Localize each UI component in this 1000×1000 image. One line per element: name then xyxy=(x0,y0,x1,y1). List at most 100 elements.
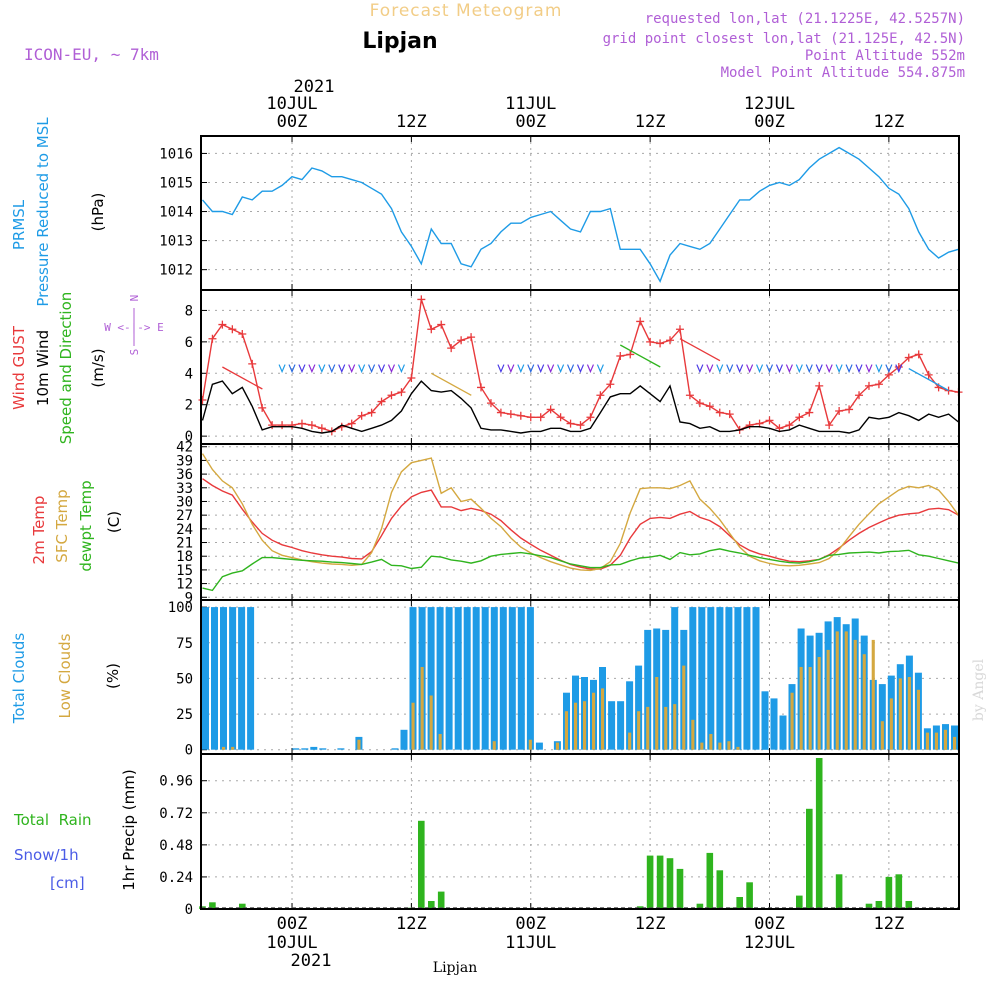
panel-frame xyxy=(200,753,960,910)
gust-marker xyxy=(825,421,834,430)
top-hour-label: 12Z xyxy=(874,112,905,132)
y-tick-label: 6 xyxy=(185,335,193,351)
rain-bar xyxy=(636,906,644,909)
rain-bar xyxy=(696,903,704,909)
low-cloud-bar xyxy=(592,692,596,750)
low-cloud-bar xyxy=(727,741,731,750)
low-cloud-bar xyxy=(718,742,722,750)
rain-bar xyxy=(736,897,743,909)
total-cloud-bar xyxy=(878,684,886,750)
y-tick-label: 0.24 xyxy=(159,870,193,886)
gust-marker xyxy=(835,407,844,415)
total-cloud-bar xyxy=(752,607,760,750)
gust-marker xyxy=(695,399,704,408)
low-cloud-bar xyxy=(438,734,442,750)
low-cloud-bar xyxy=(673,704,677,750)
total-rain-label: Total Rain xyxy=(13,811,92,829)
total-cloud-bar xyxy=(671,607,679,750)
low-cloud-bar xyxy=(907,677,911,750)
snow-unit-label: [cm] xyxy=(50,874,85,892)
total-cloud-bar xyxy=(734,607,742,750)
low-cloud-bar xyxy=(817,657,821,750)
pressure-panel: 1012 1013 1014 1015 1016 xyxy=(159,135,960,291)
rain-bar xyxy=(875,901,883,909)
gust-marker xyxy=(297,419,306,428)
gust-marker xyxy=(397,388,406,397)
low-cloud-bar xyxy=(682,665,686,750)
y-tick-label: 8 xyxy=(185,303,193,319)
low-cloud-bar xyxy=(492,741,496,750)
low-cloud-bar xyxy=(934,732,938,750)
low-cloud-bar xyxy=(564,711,568,750)
gust-marker xyxy=(546,405,555,414)
rain-bar xyxy=(895,874,903,909)
low-cloud-bar xyxy=(943,729,947,750)
location-title: Lipjan xyxy=(362,29,437,54)
total-cloud-bar xyxy=(689,607,697,750)
wind-direction-arrow xyxy=(278,364,286,374)
prmsl-label: PRMSL xyxy=(10,199,28,250)
wind-direction-arrow xyxy=(726,364,734,374)
gust-marker xyxy=(268,421,277,430)
bottom-hour-label: 00Z xyxy=(277,914,308,934)
total-cloud-bar xyxy=(499,607,507,750)
gust-marker xyxy=(556,413,565,422)
bottom-hour-label: 12Z xyxy=(396,914,427,934)
gust-marker xyxy=(288,421,297,430)
gust-marker xyxy=(705,402,714,411)
top-date-label: 12JUL xyxy=(744,94,795,114)
rain-bar xyxy=(746,882,753,909)
low-cloud-bar xyxy=(664,706,668,750)
gust-marker xyxy=(715,408,724,417)
rain-bar xyxy=(656,855,664,909)
wind-10m-label: 10m Wind xyxy=(34,330,52,406)
gust-marker xyxy=(516,411,525,420)
rain-bar xyxy=(666,858,674,909)
top-hour-label: 00Z xyxy=(515,112,546,132)
wind-direction-arrow xyxy=(298,364,306,374)
low-cloud-bar xyxy=(528,739,532,750)
rain-bar xyxy=(806,808,813,909)
total-cloud-bar xyxy=(409,607,417,750)
compass-n-label: N xyxy=(128,295,141,302)
gust-marker xyxy=(218,320,227,329)
rain-bar xyxy=(716,870,724,910)
y-tick-label: 1016 xyxy=(159,146,193,162)
bottom-hour-label: 12Z xyxy=(635,914,666,934)
total-cloud-bar xyxy=(292,748,300,750)
total-cloud-bar xyxy=(644,629,652,750)
wind-direction-arrow xyxy=(736,364,744,374)
total-cloud-bar xyxy=(238,607,246,750)
total-cloud-bar xyxy=(698,607,706,750)
snow-label: Snow/1h xyxy=(14,846,79,864)
rain-bar xyxy=(885,876,893,909)
gust-marker xyxy=(874,380,883,389)
gust-marker xyxy=(467,333,476,342)
y-tick-label: 1014 xyxy=(159,205,193,221)
wind-direction-arrow xyxy=(358,364,366,374)
gust-marker xyxy=(904,353,913,362)
gust-marker xyxy=(377,397,386,406)
total-cloud-bar xyxy=(517,607,525,750)
low-cloud-bar xyxy=(691,719,695,750)
low-cloud-bar xyxy=(844,631,848,750)
rain-bar xyxy=(209,902,216,909)
low-cloud-bar xyxy=(808,667,812,750)
panel-frame xyxy=(200,289,960,445)
total-cloud-bar xyxy=(707,607,715,750)
gust-marker xyxy=(506,410,515,419)
total-cloud-bar xyxy=(608,701,616,750)
y-tick-label: 9 xyxy=(185,590,193,606)
total-cloud-bar xyxy=(463,607,471,750)
y-tick-label: 1015 xyxy=(159,175,193,191)
gust-marker xyxy=(427,325,436,334)
wind-direction-arrow xyxy=(845,364,853,374)
wind-direction-arrow xyxy=(547,364,555,374)
gust-marker xyxy=(238,330,247,338)
wind-direction-arrow xyxy=(785,364,793,374)
total-cloud-bar xyxy=(310,746,318,750)
y-tick-label: 50 xyxy=(176,671,193,687)
pressure-unit: (hPa) xyxy=(89,193,107,232)
